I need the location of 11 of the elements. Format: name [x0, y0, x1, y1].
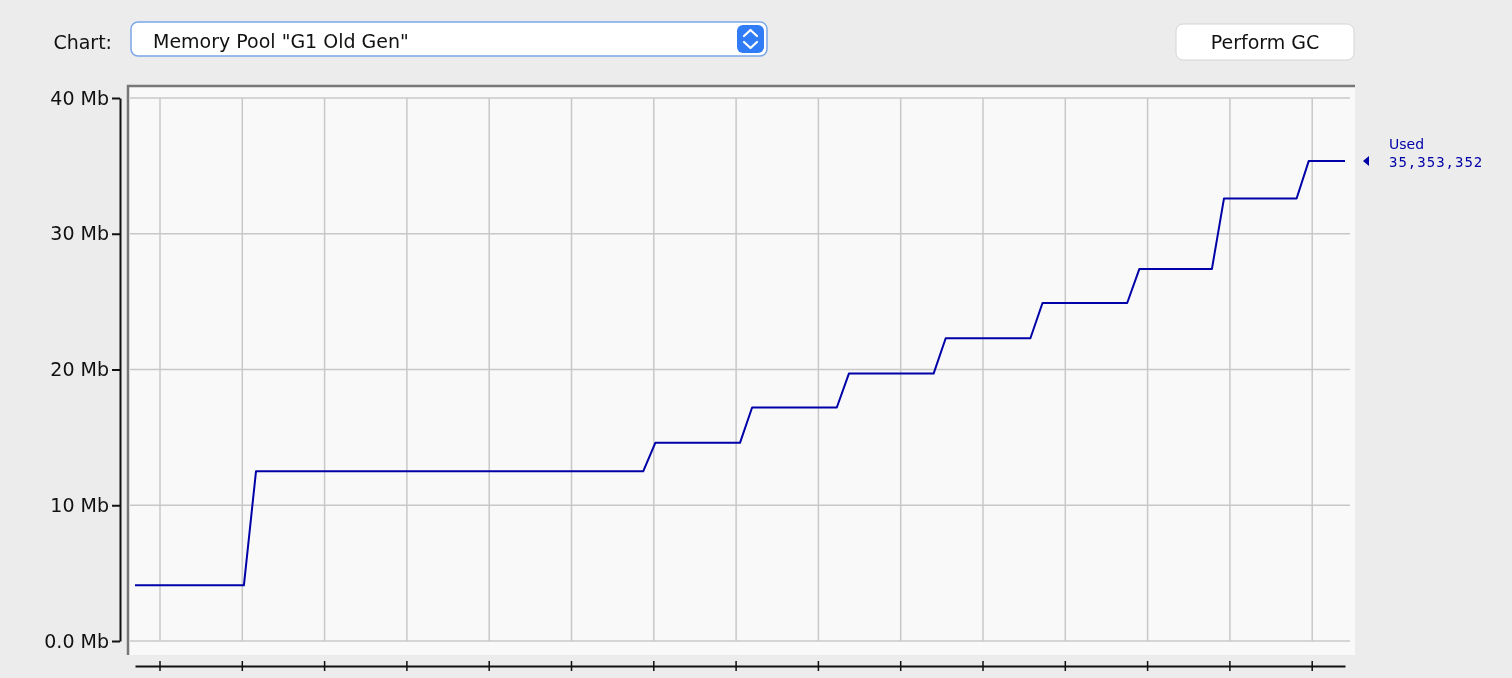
- y-tick-label: 20 Mb: [50, 358, 109, 381]
- text: Chart:: [53, 31, 112, 53]
- text: 35,353,352: [1389, 154, 1484, 171]
- y-tick-label: 30 Mb: [50, 222, 109, 245]
- text: Used: [1389, 136, 1425, 153]
- dropdown-field: Memory Pool "G1 Old Gen": [130, 21, 768, 57]
- y-tick-label: 10 Mb: [50, 493, 109, 516]
- button: Perform GC: [1175, 23, 1355, 61]
- y-tick-label: 0.0 Mb: [44, 629, 109, 652]
- line-series: [134, 160, 1346, 587]
- y-tick-label: 40 Mb: [50, 86, 109, 109]
